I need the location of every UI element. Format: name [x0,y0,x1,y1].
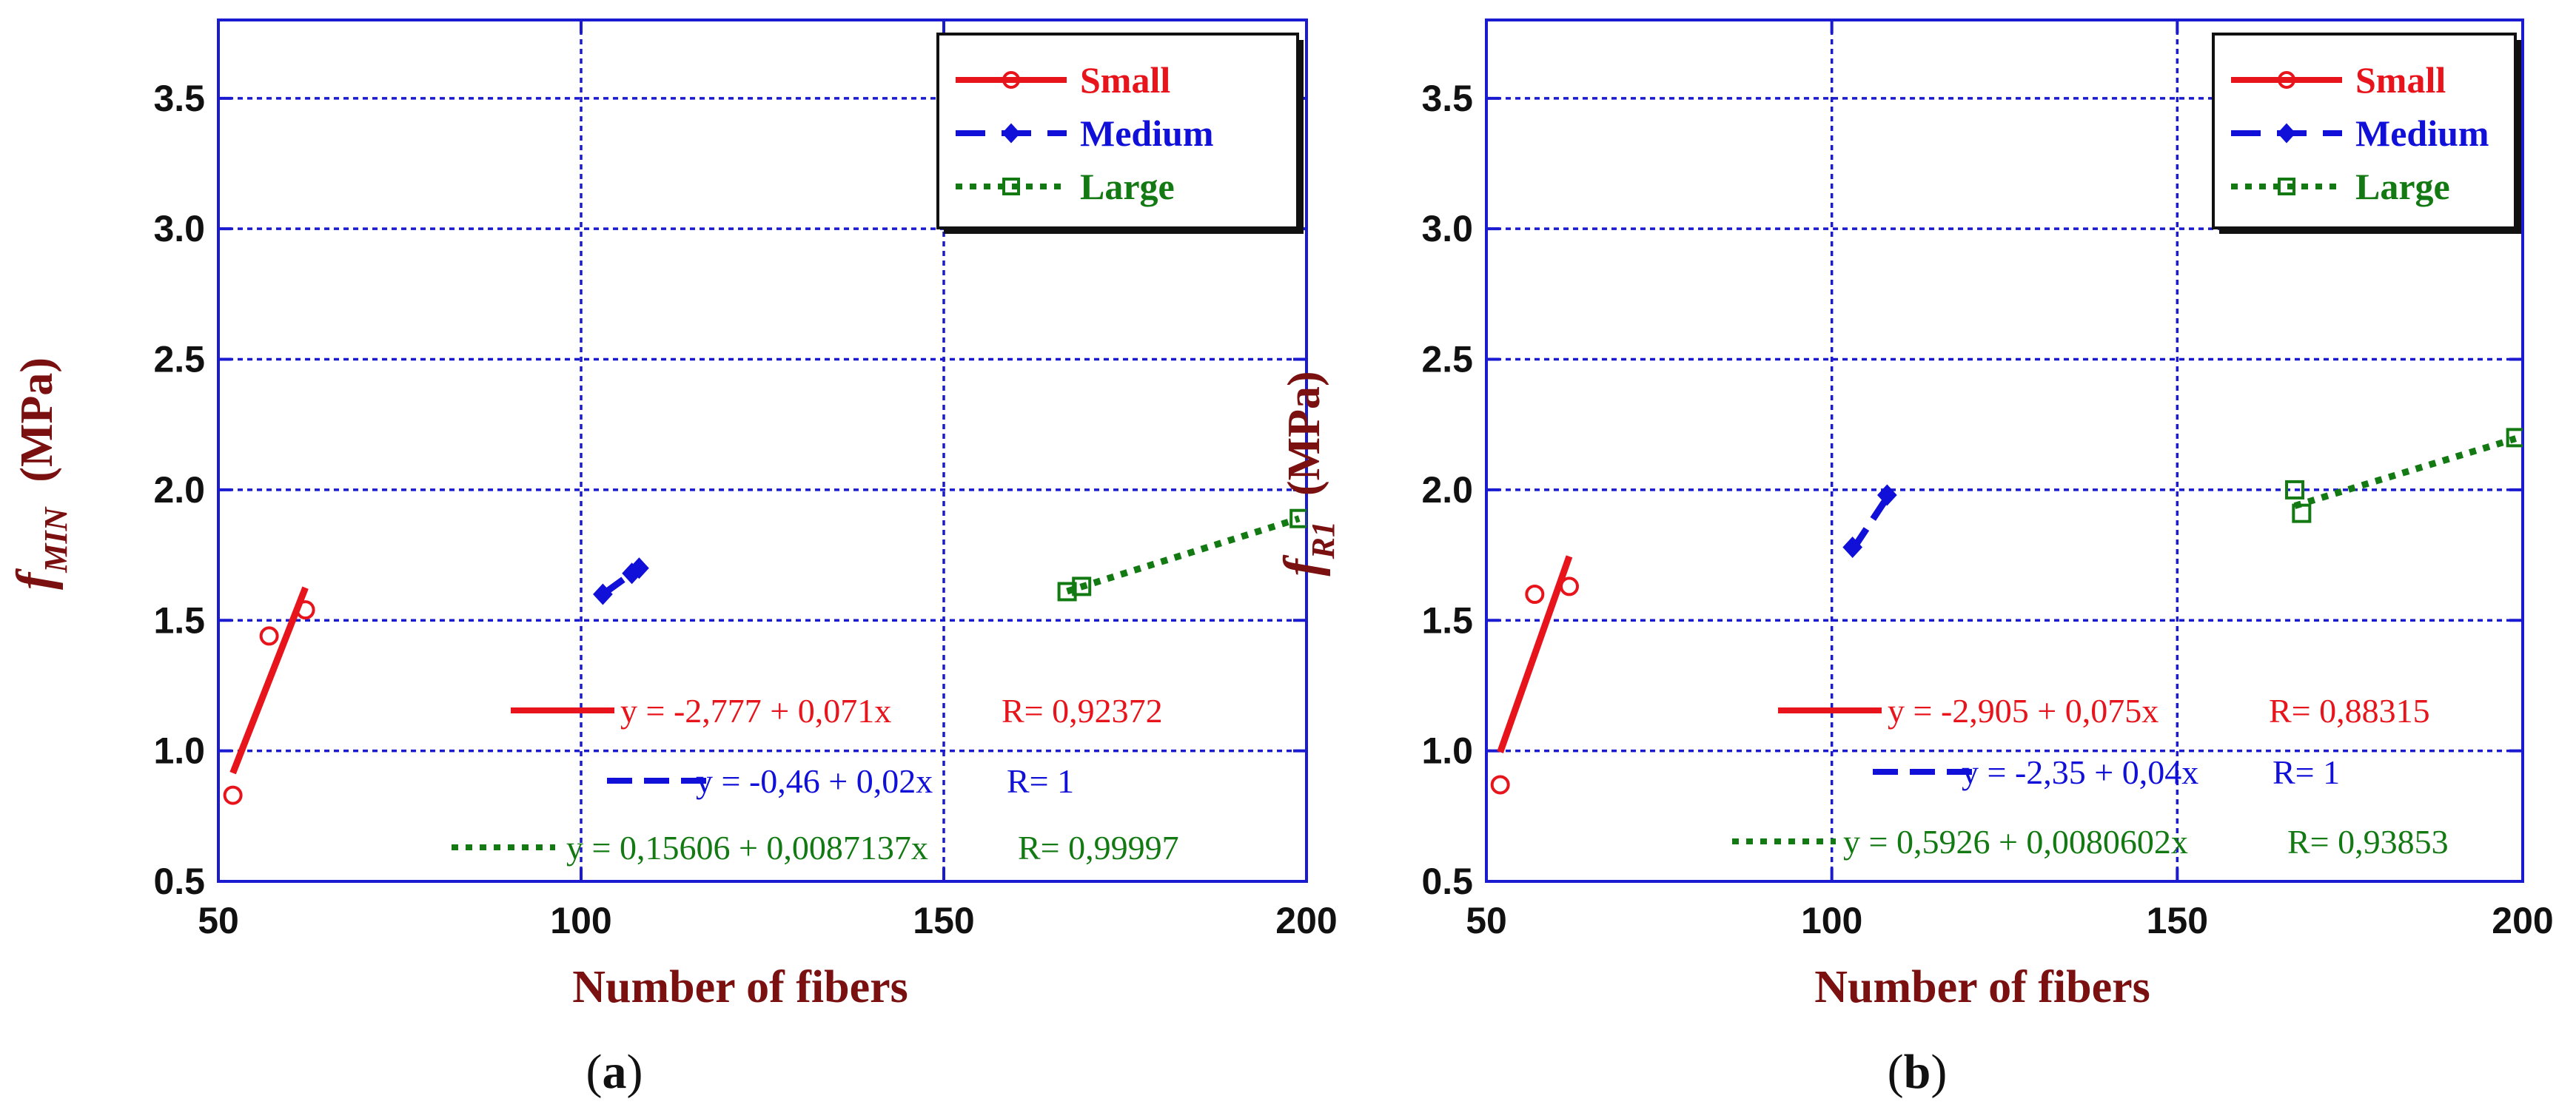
chart-panel-b: 50 100 150 200 0.5 1.0 1.5 2.0 2.5 3.0 3.5 Number o… [1274,19,2554,1099]
panel-label: (a) [586,1045,643,1099]
y-axis-label: fMIN(MPa) [7,357,74,590]
legend-label-medium: Medium [2355,112,2489,154]
x-axis-label: Number of fibers [1814,962,2150,1012]
legend-marker-small [2278,71,2295,89]
legend-marker-medium [2277,123,2296,144]
legend-box [936,33,1299,229]
y-tick-label: 3.0 [1421,208,1473,249]
fit-r-value: R= 0,99997 [1018,829,1179,867]
fit-r-value: R= 0,92372 [1002,692,1163,730]
data-point-small-2 [295,600,315,620]
y-tick-label: 2.0 [153,469,205,511]
legend-marker-medium [1002,123,1021,144]
data-point-large-0 [1057,582,1077,602]
x-tick-label: 150 [913,900,974,941]
series-medium [1842,484,1897,558]
fit-line-small [229,586,309,775]
x-tick-label: 150 [2147,900,2208,941]
y-axis-label-unit: (MPa) [1279,371,1329,496]
data-point-large-2 [2506,428,2523,448]
panel-label-letter: b [1904,1045,1931,1099]
legend-marker-small [1002,71,1020,89]
fit-equation: y = -2,905 + 0,075x [1888,692,2159,730]
fit-r-value: R= 1 [1007,762,1074,800]
y-tick-label: 2.0 [1421,469,1473,511]
y-tick-label: 3.0 [153,208,205,249]
data-point-large-0 [2285,480,2304,500]
panel-label-letter: a [603,1045,627,1099]
fit-equation: y = 0,5926 + 0,0080602x [1843,823,2188,861]
data-point-medium-0 [1842,537,1863,558]
x-tick-label: 50 [198,900,239,941]
data-point-large-1 [1072,576,1092,596]
x-axis-label: Number of fibers [572,962,908,1012]
series-small [223,586,315,805]
plot-frame [217,19,1308,883]
y-axis-label-sub: MIN [38,505,74,573]
data-point-medium-1 [1876,484,1897,506]
legend-box [2212,33,2517,229]
data-point-medium-2 [629,557,649,579]
y-tick-label: 2.5 [153,339,205,380]
data-point-small-1 [1525,585,1545,604]
x-tick-label: 100 [1801,900,1862,941]
plot-frame [1485,19,2524,883]
legend-marker-large [2278,178,2295,195]
legend-label-small: Small [2355,59,2446,101]
data-point-small-0 [1490,775,1510,795]
x-tick-label: 50 [1466,900,1507,941]
y-tick-label: 3.5 [1421,78,1473,119]
fit-equation: y = -2,35 + 0,04x [1962,753,2198,791]
fit-r-value: R= 1 [2273,753,2340,791]
series-small [1490,555,1579,795]
y-tick-label: 1.5 [153,599,205,641]
x-tick-label: 100 [550,900,611,941]
y-axis-label-unit: (MPa) [12,357,62,482]
series-medium [593,557,649,605]
y-axis-label: fR1(MPa) [1274,371,1341,576]
fit-line-large [2293,435,2517,509]
y-tick-label: 1.0 [1421,730,1473,772]
fit-line-medium [1849,496,1891,552]
fit-line-small [1497,555,1573,753]
data-point-small-0 [223,785,243,805]
data-point-large-1 [2292,503,2312,523]
y-tick-label: 2.5 [1421,339,1473,380]
fit-equation: y = 0,15606 + 0,0087137x [566,829,928,867]
legend-marker-large [1002,178,1020,195]
fit-equation: y = -0,46 + 0,02x [696,762,933,800]
x-tick-label: 200 [2492,900,2553,941]
data-point-small-2 [1560,576,1579,596]
series-large [2285,428,2523,523]
x-tick-label: 200 [1275,900,1337,941]
panel-label: (b) [1888,1045,1948,1099]
chart-panel-a: 50 100 150 200 0.5 1.0 1.5 2.0 2.5 3.0 3.5 Number o… [7,19,1338,1099]
legend-label-medium: Medium [1080,112,1214,154]
data-point-large-2 [1289,508,1307,528]
legend-label-large: Large [2355,166,2450,207]
fit-r-value: R= 0,88315 [2269,692,2430,730]
y-tick-label: 1.0 [153,730,205,772]
legend: Small Medium Large [2212,33,2521,234]
data-point-medium-0 [593,583,613,605]
data-point-small-1 [259,626,279,646]
legend-label-large: Large [1080,166,1175,207]
fit-r-value: R= 0,93853 [2287,823,2449,861]
fit-line-large [1066,515,1301,595]
series-large [1057,508,1307,602]
y-axis-label-sub: R1 [1305,521,1341,559]
y-tick-label: 3.5 [153,78,205,119]
legend: Small Medium Large [936,33,1304,234]
y-tick-label: 0.5 [1421,861,1473,902]
y-tick-label: 1.5 [1421,599,1473,641]
fit-equation: y = -2,777 + 0,071x [620,692,891,730]
legend-label-small: Small [1080,59,1170,101]
y-tick-label: 0.5 [153,861,205,902]
